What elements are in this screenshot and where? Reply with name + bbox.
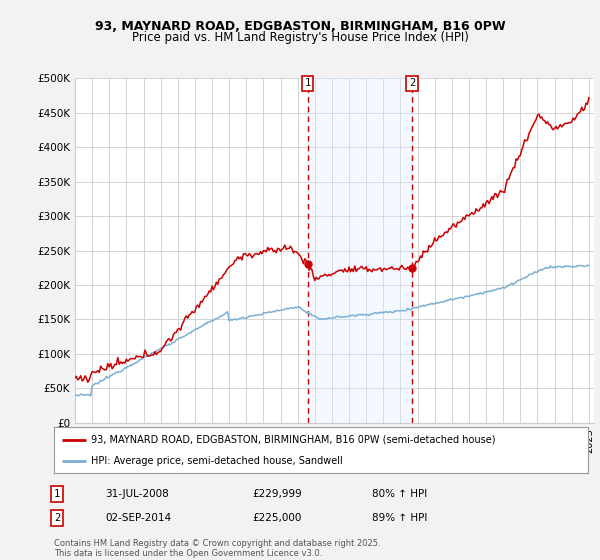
Text: 02-SEP-2014: 02-SEP-2014 [105,513,171,523]
Text: £225,000: £225,000 [252,513,301,523]
Text: 89% ↑ HPI: 89% ↑ HPI [372,513,427,523]
Text: 93, MAYNARD ROAD, EDGBASTON, BIRMINGHAM, B16 0PW: 93, MAYNARD ROAD, EDGBASTON, BIRMINGHAM,… [95,20,505,32]
Text: 93, MAYNARD ROAD, EDGBASTON, BIRMINGHAM, B16 0PW (semi-detached house): 93, MAYNARD ROAD, EDGBASTON, BIRMINGHAM,… [91,435,496,445]
Text: 31-JUL-2008: 31-JUL-2008 [105,489,169,499]
Text: 80% ↑ HPI: 80% ↑ HPI [372,489,427,499]
Text: HPI: Average price, semi-detached house, Sandwell: HPI: Average price, semi-detached house,… [91,456,343,466]
Text: £229,999: £229,999 [252,489,302,499]
Bar [308,78,412,423]
Text: Contains HM Land Registry data © Crown copyright and database right 2025.
This d: Contains HM Land Registry data © Crown c… [54,539,380,558]
Text: 2: 2 [409,78,415,88]
Text: 2: 2 [54,513,60,523]
Text: Price paid vs. HM Land Registry's House Price Index (HPI): Price paid vs. HM Land Registry's House … [131,31,469,44]
Text: 1: 1 [304,78,311,88]
Text: 1: 1 [54,489,60,499]
